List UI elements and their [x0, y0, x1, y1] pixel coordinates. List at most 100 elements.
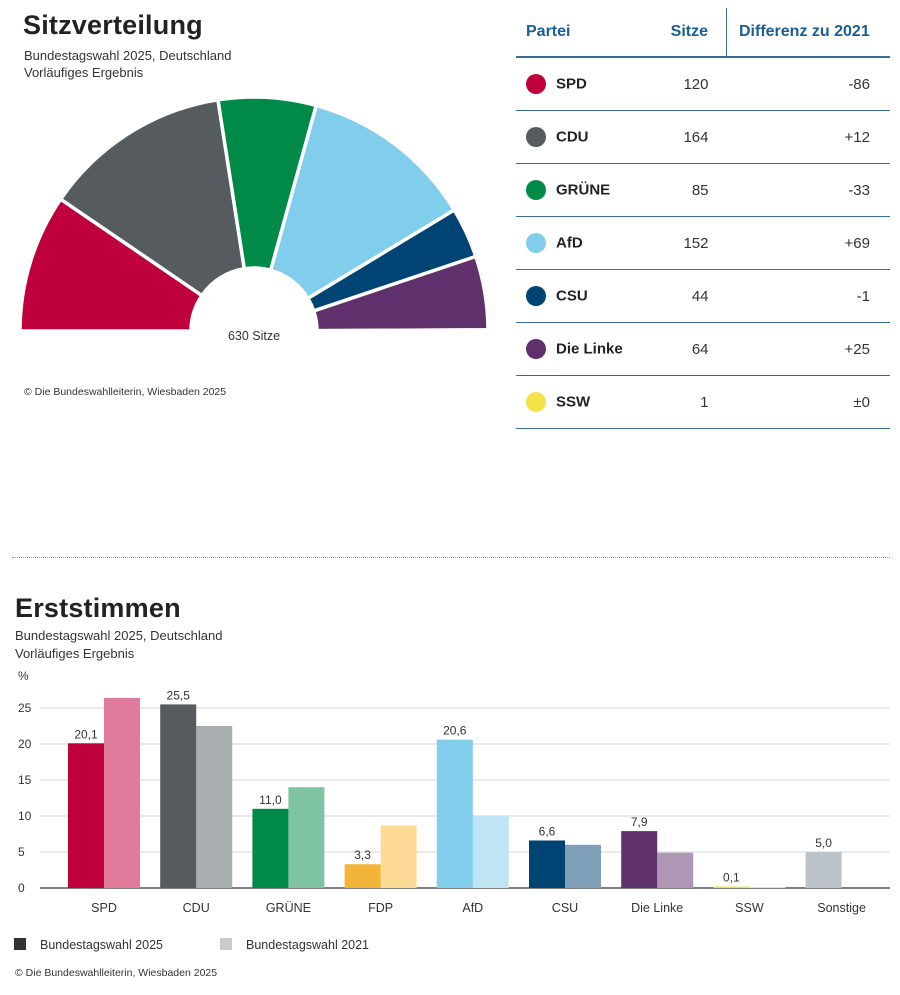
y-tick-label: 0	[18, 881, 25, 895]
x-tick-label: FDP	[368, 901, 393, 915]
y-axis-unit: %	[18, 669, 29, 683]
bar-value-labels: 20,1 25,5 11,0 3,3 20,6 6,6 7,9 0,1 5,0	[74, 688, 832, 884]
seat-distribution-title: Sitzverteilung	[23, 10, 203, 40]
value-label-2025: 11,0	[259, 793, 282, 807]
table-row: SPD 120 -86	[516, 57, 890, 111]
table-row: GRÜNE 85 -33	[516, 163, 890, 217]
party-color-dot	[526, 339, 546, 359]
bar-2021-fdp	[380, 825, 417, 888]
legend-label: Bundestagswahl 2021	[246, 938, 370, 952]
party-diff: +69	[726, 216, 890, 270]
party-color-dot	[526, 74, 546, 94]
bar-2025-csu	[529, 840, 565, 888]
party-diff: -86	[726, 57, 890, 111]
bar-2025-fdp	[344, 864, 381, 888]
party-name: CSU	[556, 287, 588, 305]
x-tick-label: SPD	[91, 901, 117, 915]
seat-slice-cdu	[58, 97, 247, 298]
votes-credit: © Die Bundeswahlleiterin, Wiesbaden 2025	[15, 967, 218, 979]
header-diff: Differenz zu 2021	[726, 8, 890, 58]
x-tick-label: Die Linke	[631, 901, 683, 915]
party-diff: -1	[726, 269, 890, 323]
party-color-dot	[526, 286, 546, 306]
party-color-dot	[526, 392, 546, 412]
x-tick-label: CSU	[552, 901, 578, 915]
seat-slice-ssw	[315, 328, 490, 333]
bar-2025-cdu	[160, 704, 197, 888]
x-axis-ticks: SPD CDU GRÜNE FDP AfD CSU Die Linke SSW Sonstige	[91, 901, 866, 915]
seat-total-label: 630 Sitze	[228, 329, 280, 343]
bar-2021-afd	[472, 815, 509, 888]
legend-label: Bundestagswahl 2025	[40, 938, 164, 952]
party-name: SSW	[556, 393, 591, 411]
x-tick-label: CDU	[183, 901, 210, 915]
value-label-2025: 3,3	[354, 848, 371, 862]
value-label-2025: 20,1	[74, 727, 98, 741]
party-diff: +25	[726, 322, 890, 376]
section-divider	[12, 557, 890, 558]
party-seats: 1	[639, 375, 727, 429]
legend-item-2025: Bundestagswahl 2025	[14, 938, 163, 952]
bar-2025-die-linke	[621, 831, 658, 888]
party-name: GRÜNE	[556, 181, 611, 199]
table-row: Die Linke 64 +25	[516, 322, 890, 376]
legend-swatch-dark	[14, 938, 26, 950]
party-name: Die Linke	[556, 340, 623, 358]
x-tick-label: AfD	[462, 901, 483, 915]
seat-subtitle-status: Vorläufiges Ergebnis	[24, 65, 144, 80]
bar-2025-grüne	[252, 808, 289, 888]
first-votes-bar-chart: 0 5 10 15 20 25 % 20,1 25,5 11,0 3,3 20,6 6,6 7,9 0,…	[18, 669, 890, 915]
bar-2021-spd	[104, 697, 140, 888]
votes-subtitle-election: Bundestagswahl 2025, Deutschland	[15, 628, 223, 643]
value-label-2025: 25,5	[167, 688, 191, 702]
bar-2025-sonstige	[805, 852, 842, 888]
table-row: SSW 1 ±0	[516, 375, 890, 429]
seat-slices	[18, 95, 490, 333]
party-color-dot	[526, 180, 546, 200]
party-diff: -33	[726, 163, 890, 217]
value-label-2025: 5,0	[815, 836, 832, 850]
first-votes-title: Erststimmen	[15, 593, 181, 623]
party-seats: 85	[639, 163, 727, 217]
party-seats: 120	[639, 57, 727, 111]
y-tick-label: 25	[18, 701, 32, 715]
party-seats: 44	[639, 269, 727, 323]
party-seats: 164	[639, 110, 727, 164]
value-label-2025: 0,1	[723, 871, 740, 885]
bar-2021-die-linke	[657, 852, 694, 888]
legend-swatch-light	[220, 938, 232, 950]
x-tick-label: GRÜNE	[266, 901, 311, 915]
party-diff: +12	[726, 110, 890, 164]
header-seats: Sitze	[639, 8, 727, 58]
y-tick-label: 15	[18, 773, 32, 787]
seat-half-donut-chart: 630 Sitze	[18, 95, 490, 343]
party-seats: 64	[639, 322, 727, 376]
bar-2021-cdu	[196, 726, 233, 888]
legend-item-2021: Bundestagswahl 2021	[220, 938, 369, 952]
bar-2025-afd	[436, 739, 473, 888]
value-label-2025: 20,6	[443, 724, 467, 738]
party-name: CDU	[556, 128, 589, 146]
x-tick-label: Sonstige	[817, 901, 866, 915]
bar-2025-spd	[68, 743, 104, 888]
seat-slice-spd	[18, 196, 205, 333]
seat-table-header: Partei Sitze Differenz zu 2021	[516, 8, 890, 58]
votes-subtitle-status: Vorläufiges Ergebnis	[15, 646, 135, 661]
bar-2021-grüne	[288, 787, 325, 888]
table-row: AfD 152 +69	[516, 216, 890, 270]
y-axis-ticks: 0 5 10 15 20 25	[18, 701, 32, 895]
party-name: AfD	[556, 234, 583, 252]
party-seats: 152	[639, 216, 727, 270]
party-color-dot	[526, 127, 546, 147]
seat-table: Partei Sitze Differenz zu 2021 SPD 120 -…	[516, 8, 890, 429]
header-party: Partei	[516, 8, 639, 58]
x-tick-label: SSW	[735, 901, 764, 915]
seat-credit: © Die Bundeswahlleiterin, Wiesbaden 2025	[24, 386, 227, 398]
bar-2021-ssw	[749, 887, 786, 888]
party-name: SPD	[556, 75, 587, 93]
value-label-2025: 6,6	[539, 824, 556, 838]
table-row: CDU 164 +12	[516, 110, 890, 164]
table-row: CSU 44 -1	[516, 269, 890, 323]
bar-2025-ssw	[713, 886, 750, 888]
seat-subtitle-election: Bundestagswahl 2025, Deutschland	[24, 48, 232, 63]
